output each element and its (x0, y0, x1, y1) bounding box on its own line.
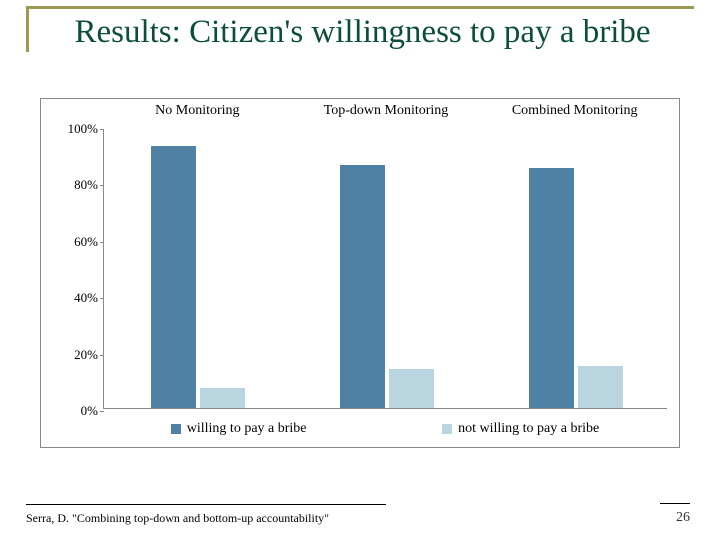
legend-swatch (171, 424, 181, 434)
category-header: No Monitoring Top-down Monitoring Combined… (41, 103, 679, 127)
y-tick-label: 60% (52, 234, 98, 250)
bar-willing-to-pay-a-bribe (340, 165, 385, 408)
page-number: 26 (660, 503, 690, 526)
bar-not-willing-to-pay-a-bribe (578, 366, 623, 408)
chart-container: No Monitoring Top-down Monitoring Combined… (40, 98, 680, 448)
legend-label: willing to pay a bribe (187, 421, 307, 437)
footer-citation: Serra, D. "Combining top-down and bottom… (26, 504, 386, 526)
y-tick-label: 20% (52, 347, 98, 363)
y-tick-mark (100, 185, 104, 186)
legend-label: not willing to pay a bribe (458, 421, 599, 437)
category-label: Top-down Monitoring (324, 103, 449, 119)
slide: Results: Citizen's willingness to pay a … (0, 0, 720, 540)
category-label: No Monitoring (155, 103, 239, 119)
plot-area: 0%20%40%60%80%100% (103, 129, 667, 409)
y-tick-label: 40% (52, 290, 98, 306)
chart-inner: No Monitoring Top-down Monitoring Combined… (41, 99, 679, 447)
bar-not-willing-to-pay-a-bribe (389, 369, 434, 408)
y-tick-mark (100, 298, 104, 299)
title-block: Results: Citizen's willingness to pay a … (26, 6, 694, 52)
legend-swatch (442, 424, 452, 434)
bar-not-willing-to-pay-a-bribe (200, 388, 245, 408)
category-label: Combined Monitoring (512, 103, 638, 119)
legend-item: not willing to pay a bribe (442, 421, 599, 437)
y-tick-label: 0% (52, 403, 98, 419)
y-tick-mark (100, 129, 104, 130)
chart-legend: willing to pay a bribe not willing to pay… (103, 417, 667, 441)
legend-item: willing to pay a bribe (171, 421, 307, 437)
bar-willing-to-pay-a-bribe (529, 168, 574, 408)
y-tick-label: 80% (52, 177, 98, 193)
bar-willing-to-pay-a-bribe (151, 146, 196, 408)
y-tick-mark (100, 355, 104, 356)
y-tick-mark (100, 411, 104, 412)
y-tick-label: 100% (52, 121, 98, 137)
page-title: Results: Citizen's willingness to pay a … (39, 15, 686, 50)
y-tick-mark (100, 242, 104, 243)
